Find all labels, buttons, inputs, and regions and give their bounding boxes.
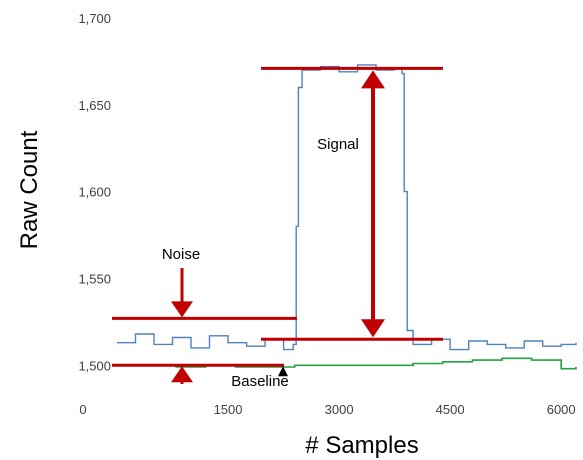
y-tick-label: 1,700 xyxy=(78,11,111,26)
signal-label: Signal xyxy=(317,136,359,153)
x-tick-label: 4500 xyxy=(436,402,465,417)
x-tick-label: 1500 xyxy=(214,402,243,417)
y-tick-label: 1,650 xyxy=(78,98,111,113)
baseline-arrow-head xyxy=(278,366,288,377)
noise-label: Noise xyxy=(162,246,200,263)
noise-arrow-top-head xyxy=(171,301,193,318)
baseline-series-line xyxy=(117,357,577,370)
x-tick-label: 0 xyxy=(79,402,86,417)
x-tick-label: 6000 xyxy=(547,402,576,417)
x-tick-label: 3000 xyxy=(325,402,354,417)
y-tick-label: 1,500 xyxy=(78,358,111,373)
y-tick-labels: 1,500 1,550 1,600 1,650 1,700 xyxy=(78,11,111,373)
y-tick-label: 1,550 xyxy=(78,271,111,286)
y-axis-title: Raw Count xyxy=(16,130,43,249)
series-layer xyxy=(117,64,577,370)
noise-arrow-bottom-head xyxy=(171,366,193,383)
baseline-label: Baseline xyxy=(231,373,289,390)
signal-arrow-down-head xyxy=(361,319,385,338)
signal-arrow-up-head xyxy=(361,70,385,89)
x-tick-labels: 0 1500 3000 4500 6000 xyxy=(79,402,575,417)
x-axis-title: # Samples xyxy=(305,432,418,459)
annotation-layer xyxy=(112,66,443,384)
y-tick-label: 1,600 xyxy=(78,185,111,200)
signal-series-line xyxy=(117,64,577,351)
